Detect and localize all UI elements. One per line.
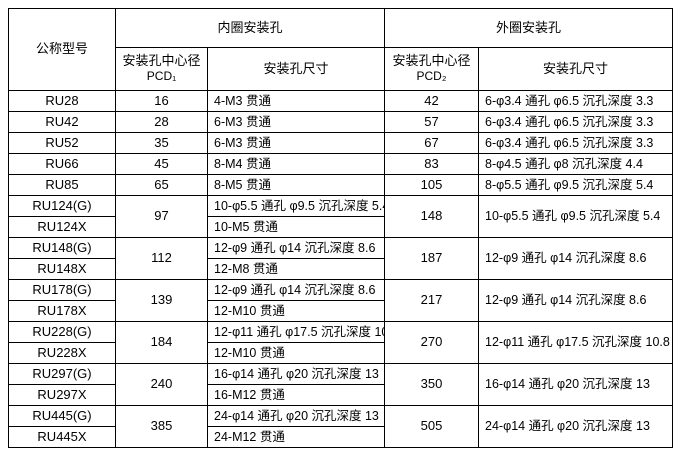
- table-row: RU178X 12-M10 贯通: [8, 300, 673, 322]
- model-cell: RU148(G): [8, 237, 116, 259]
- inner-size-cell: 12-φ11 通孔 φ17.5 沉孔深度 10.8: [206, 321, 386, 343]
- table-row: RU28 16 4-M3 贯通 42 6-φ3.4 通孔 φ6.5 沉孔深度 3…: [8, 90, 674, 112]
- pcd2-cell: 57: [384, 111, 480, 133]
- model-cell: RU297X: [8, 384, 116, 406]
- pcd2-cell: 270: [384, 321, 480, 364]
- mounting-hole-spec-table: 公称型号 内圈安装孔 外圈安装孔 安装孔中心径 PCD₁ 安装孔尺寸 安装孔中心…: [8, 8, 674, 448]
- outer-size-cell: 6-φ3.4 通孔 φ6.5 沉孔深度 3.3: [478, 132, 674, 154]
- model-cell: RU178(G): [8, 279, 116, 301]
- pcd1-cell: 385: [115, 405, 208, 448]
- model-cell: RU124X: [8, 216, 116, 238]
- model-cell: RU445(G): [8, 405, 116, 427]
- outer-size-cell: 6-φ3.4 通孔 φ6.5 沉孔深度 3.3: [478, 111, 674, 133]
- inner-size-cell: 12-φ9 通孔 φ14 沉孔深度 8.6: [206, 279, 386, 301]
- pcd1-cell: 112: [115, 237, 208, 280]
- model-cell: RU42: [8, 111, 116, 133]
- table-row: RU124(G) 97 10-φ5.5 通孔 φ9.5 沉孔深度 5.4 148…: [8, 195, 674, 238]
- outer-size-cell: 12-φ9 通孔 φ14 沉孔深度 8.6: [478, 279, 674, 322]
- inner-size-cell: 10-φ5.5 通孔 φ9.5 沉孔深度 5.4: [206, 195, 386, 217]
- pcd1-cell: 184: [115, 321, 208, 364]
- inner-size-cell: 6-M3 贯通: [206, 111, 386, 133]
- inner-size-cell: 8-M4 贯通: [206, 153, 386, 175]
- model-cell: RU228(G): [8, 321, 116, 343]
- inner-size-cell: 12-M10 贯通: [206, 300, 386, 322]
- pcd2-cell: 67: [384, 132, 480, 154]
- pcd2-cell: 42: [384, 90, 480, 112]
- model-cell: RU28: [8, 90, 116, 112]
- table-row: RU178(G) 139 12-φ9 通孔 φ14 沉孔深度 8.6 217 1…: [8, 279, 674, 322]
- pcd2-cell: 148: [384, 195, 480, 238]
- outer-size-cell: 16-φ14 通孔 φ20 沉孔深度 13: [478, 363, 674, 406]
- inner-size-cell: 12-φ9 通孔 φ14 沉孔深度 8.6: [206, 237, 386, 259]
- inner-size-cell: 24-φ14 通孔 φ20 沉孔深度 13: [206, 405, 386, 427]
- pcd2-cell: 350: [384, 363, 480, 406]
- pcd1-cell: 65: [115, 174, 208, 196]
- inner-size-cell: 4-M3 贯通: [206, 90, 386, 112]
- pcd2-cell: 217: [384, 279, 480, 322]
- header-pcd2-label: PCD₂: [416, 69, 447, 84]
- header-outer-hole-size: 安装孔尺寸: [478, 47, 674, 91]
- pcd1-cell: 139: [115, 279, 208, 322]
- inner-size-cell: 8-M5 贯通: [206, 174, 386, 196]
- table-row: RU445X 24-M12 贯通: [8, 426, 673, 448]
- table-row: RU42 28 6-M3 贯通 57 6-φ3.4 通孔 φ6.5 沉孔深度 3…: [8, 111, 674, 133]
- table-row: RU66 45 8-M4 贯通 83 8-φ4.5 通孔 φ8 沉孔深度 4.4: [8, 153, 674, 175]
- pcd2-cell: 83: [384, 153, 480, 175]
- table-row: RU228(G) 184 12-φ11 通孔 φ17.5 沉孔深度 10.8 2…: [8, 321, 674, 364]
- pcd1-cell: 97: [115, 195, 208, 238]
- header-pcd1: 安装孔中心径 PCD₁: [115, 47, 208, 91]
- outer-size-cell: 12-φ11 通孔 φ17.5 沉孔深度 10.8: [478, 321, 674, 364]
- model-cell: RU297(G): [8, 363, 116, 385]
- model-cell: RU445X: [8, 426, 116, 448]
- pcd2-cell: 505: [384, 405, 480, 448]
- pcd2-cell: 187: [384, 237, 480, 280]
- header-center-dia-label: 安装孔中心径: [392, 53, 471, 69]
- pcd2-cell: 105: [384, 174, 480, 196]
- table-row: RU148(G) 112 12-φ9 通孔 φ14 沉孔深度 8.6 187 1…: [8, 237, 674, 280]
- table-row: RU297X 16-M12 贯通: [8, 384, 673, 406]
- inner-size-cell: 12-M8 贯通: [206, 258, 386, 280]
- header-inner-hole-size: 安装孔尺寸: [206, 47, 386, 91]
- model-cell: RU228X: [8, 342, 116, 364]
- outer-size-cell: 12-φ9 通孔 φ14 沉孔深度 8.6: [478, 237, 674, 280]
- model-cell: RU85: [8, 174, 116, 196]
- header-model: 公称型号: [8, 8, 116, 91]
- model-cell: RU52: [8, 132, 116, 154]
- inner-size-cell: 12-M10 贯通: [206, 342, 386, 364]
- inner-size-cell: 16-M12 贯通: [206, 384, 386, 406]
- model-cell: RU66: [8, 153, 116, 175]
- inner-size-cell: 6-M3 贯通: [206, 132, 386, 154]
- inner-size-cell: 24-M12 贯通: [206, 426, 386, 448]
- pcd1-cell: 45: [115, 153, 208, 175]
- inner-size-cell: 16-φ14 通孔 φ20 沉孔深度 13: [206, 363, 386, 385]
- model-cell: RU124(G): [8, 195, 116, 217]
- outer-size-cell: 8-φ5.5 通孔 φ9.5 沉孔深度 5.4: [478, 174, 674, 196]
- outer-size-cell: 24-φ14 通孔 φ20 沉孔深度 13: [478, 405, 674, 448]
- inner-size-cell: 10-M5 贯通: [206, 216, 386, 238]
- table-row: RU52 35 6-M3 贯通 67 6-φ3.4 通孔 φ6.5 沉孔深度 3…: [8, 132, 674, 154]
- header-inner-ring-group: 内圈安装孔: [114, 8, 386, 48]
- model-cell: RU148X: [8, 258, 116, 280]
- pcd1-cell: 28: [115, 111, 208, 133]
- table-row: RU85 65 8-M5 贯通 105 8-φ5.5 通孔 φ9.5 沉孔深度 …: [8, 174, 674, 196]
- table-row: RU445(G) 385 24-φ14 通孔 φ20 沉孔深度 13 505 2…: [8, 405, 674, 448]
- outer-size-cell: 6-φ3.4 通孔 φ6.5 沉孔深度 3.3: [478, 90, 674, 112]
- model-cell: RU178X: [8, 300, 116, 322]
- outer-size-cell: 8-φ4.5 通孔 φ8 沉孔深度 4.4: [478, 153, 674, 175]
- pcd1-cell: 35: [115, 132, 208, 154]
- pcd1-cell: 16: [115, 90, 208, 112]
- pcd1-cell: 240: [115, 363, 208, 406]
- header-center-dia-label: 安装孔中心径: [122, 53, 201, 69]
- header-outer-ring-group: 外圈安装孔: [384, 8, 674, 48]
- table-row: RU297(G) 240 16-φ14 通孔 φ20 沉孔深度 13 350 1…: [8, 363, 674, 406]
- outer-size-cell: 10-φ5.5 通孔 φ9.5 沉孔深度 5.4: [478, 195, 674, 238]
- header-pcd2: 安装孔中心径 PCD₂: [384, 47, 480, 91]
- header-pcd1-label: PCD₁: [146, 69, 177, 84]
